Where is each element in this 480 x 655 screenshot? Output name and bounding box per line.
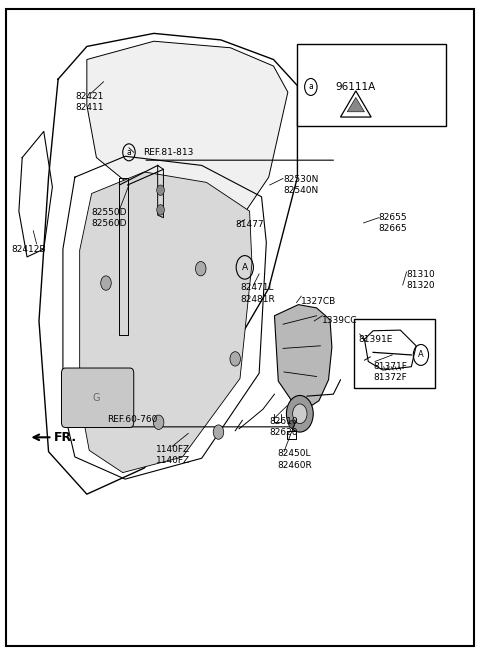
- Text: G: G: [93, 393, 100, 403]
- Text: 82550D
82560D: 82550D 82560D: [92, 208, 127, 228]
- Circle shape: [213, 425, 224, 440]
- Text: 82610
82620: 82610 82620: [270, 417, 298, 437]
- Polygon shape: [80, 172, 252, 473]
- Polygon shape: [87, 41, 288, 262]
- Polygon shape: [347, 98, 364, 112]
- Text: a: a: [127, 148, 132, 157]
- Text: 82412B: 82412B: [11, 244, 46, 253]
- Text: 96111A: 96111A: [336, 82, 376, 92]
- Bar: [354, 319, 435, 388]
- Text: 82655
82665: 82655 82665: [379, 213, 408, 233]
- Circle shape: [287, 396, 313, 432]
- Circle shape: [154, 415, 164, 430]
- Text: 82530N
82540N: 82530N 82540N: [283, 175, 318, 195]
- Circle shape: [101, 276, 111, 290]
- Text: A: A: [242, 263, 248, 272]
- Circle shape: [289, 421, 295, 428]
- Text: a: a: [309, 83, 313, 92]
- Text: 82421
82411: 82421 82411: [75, 92, 103, 112]
- Text: 82450L
82460R: 82450L 82460R: [277, 449, 312, 470]
- Text: 81371F
81372F: 81371F 81372F: [373, 362, 407, 382]
- FancyBboxPatch shape: [61, 368, 134, 428]
- Text: REF.60-760: REF.60-760: [107, 415, 157, 424]
- Circle shape: [157, 185, 164, 195]
- Text: 1339CC: 1339CC: [323, 316, 358, 326]
- Text: 82471L
82481R: 82471L 82481R: [240, 284, 275, 303]
- Circle shape: [195, 261, 206, 276]
- Polygon shape: [275, 305, 332, 409]
- Text: A: A: [418, 350, 424, 360]
- Text: 81310
81320: 81310 81320: [407, 271, 435, 290]
- Circle shape: [157, 204, 164, 215]
- Text: FR.: FR.: [54, 431, 77, 444]
- Text: 81477: 81477: [235, 219, 264, 229]
- Circle shape: [293, 404, 307, 424]
- Text: 1327CB: 1327CB: [301, 297, 336, 306]
- Circle shape: [230, 352, 240, 366]
- Text: REF.81-813: REF.81-813: [144, 148, 194, 157]
- Bar: [298, 45, 446, 126]
- Text: 81391E: 81391E: [359, 335, 393, 344]
- Text: 1140FZ
1140FZ: 1140FZ 1140FZ: [156, 445, 191, 465]
- Polygon shape: [340, 91, 371, 117]
